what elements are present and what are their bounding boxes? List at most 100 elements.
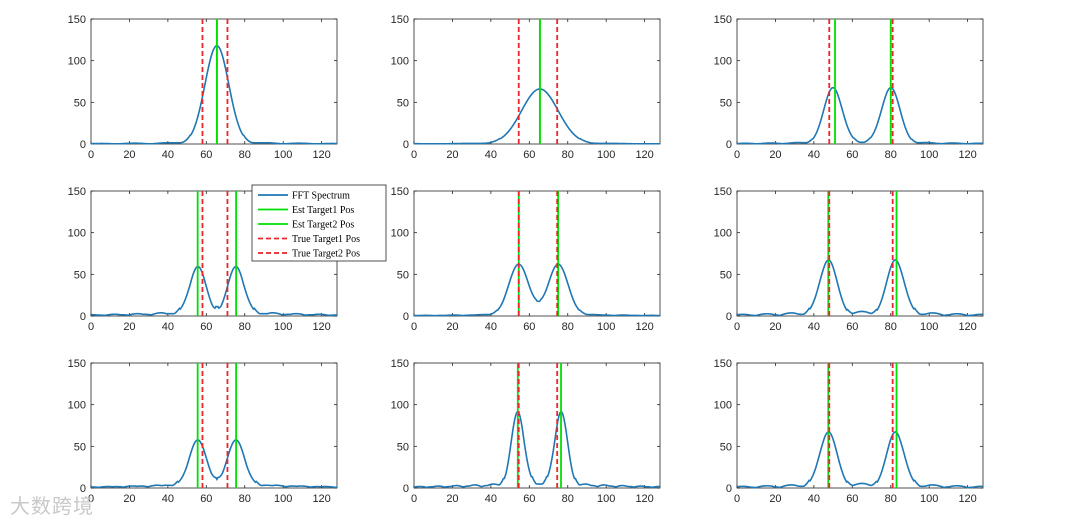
x-tick-label: 20 [769,321,781,333]
fft-spectrum-line [413,410,661,489]
y-tick-label: 50 [397,441,409,453]
x-tick-label: 40 [162,321,174,333]
subplot-9: 0 20 40 60 80 100 120 0 50 100 150 [714,358,984,505]
fft-spectrum-line [736,431,984,489]
y-tick-label: 0 [80,311,86,323]
x-tick-label: 120 [312,493,330,505]
y-tick-label: 100 [714,228,732,240]
y-tick-label: 50 [74,97,86,109]
legend-box [251,184,387,262]
y-tick-label: 50 [397,97,409,109]
subplot-6: 0 20 40 60 80 100 120 0 50 100 150 [714,186,984,333]
x-tick-label: 60 [846,321,858,333]
x-tick-label: 120 [958,321,976,333]
x-tick-label: 60 [846,493,858,505]
x-tick-label: 80 [239,149,251,161]
y-tick-label: 0 [403,311,409,323]
x-tick-label: 120 [635,493,653,505]
x-tick-label: 80 [562,321,574,333]
x-tick-label: 80 [562,149,574,161]
y-tick-label: 0 [80,483,86,495]
legend: FFT Spectrum Est Target1 Pos Est Target2 P… [251,184,387,262]
x-tick-label: 0 [88,493,94,505]
x-tick-label: 0 [411,149,417,161]
fft-spectrum-line [91,265,338,317]
subplot-8: 0 20 40 60 80 100 120 0 50 100 150 [391,358,661,505]
subplot-7: 0 20 40 60 80 100 120 0 50 100 150 [68,358,338,505]
y-tick-label: 50 [74,269,86,281]
x-tick-label: 40 [485,493,497,505]
x-tick-label: 0 [88,321,94,333]
y-tick-label: 50 [720,441,732,453]
x-tick-label: 20 [769,149,781,161]
x-tick-label: 100 [920,493,938,505]
fft-spectrum-line [90,44,338,145]
fft-spectrum-line [414,88,660,145]
x-tick-label: 40 [808,321,820,333]
y-tick-label: 150 [68,186,86,198]
axes-box [736,190,984,317]
x-tick-label: 100 [597,321,615,333]
x-tick-label: 80 [239,493,251,505]
y-tick-label: 150 [68,358,86,370]
axes-box [90,362,338,489]
legend-label-2: Est Target1 Pos [292,205,354,216]
x-tick-label: 120 [312,321,330,333]
fft-spectrum-line [736,86,984,145]
x-tick-label: 100 [920,149,938,161]
legend-label-4: True Target1 Pos [292,234,360,245]
x-tick-label: 40 [162,493,174,505]
y-tick-label: 0 [726,139,732,151]
legend-label-1: FFT Spectrum [292,191,350,202]
y-tick-label: 0 [80,139,86,151]
y-tick-label: 100 [68,228,86,240]
x-tick-label: 60 [200,149,212,161]
subplot-2: 0 20 40 60 80 100 120 0 50 100 150 [391,14,661,161]
x-tick-label: 100 [274,493,292,505]
x-tick-label: 80 [885,149,897,161]
subplot-5: 0 20 40 60 80 100 120 0 50 100 150 [391,186,661,333]
axes-box [413,190,661,317]
y-tick-label: 150 [391,186,409,198]
x-tick-label: 120 [958,493,976,505]
x-tick-label: 40 [808,493,820,505]
x-tick-label: 20 [446,321,458,333]
y-tick-label: 0 [726,483,732,495]
x-tick-label: 0 [411,321,417,333]
x-tick-label: 120 [312,149,330,161]
x-tick-label: 100 [274,149,292,161]
x-tick-label: 40 [808,149,820,161]
y-tick-label: 100 [68,400,86,412]
x-tick-label: 80 [239,321,251,333]
x-tick-label: 40 [485,321,497,333]
x-tick-label: 20 [446,493,458,505]
y-tick-label: 0 [403,139,409,151]
fft-spectrum-line [90,439,338,489]
subplot-1: 0 20 40 60 80 100 120 0 50 100 150 [68,14,338,161]
y-tick-label: 150 [714,186,732,198]
y-tick-label: 150 [391,358,409,370]
x-tick-label: 20 [446,149,458,161]
subplot-3: 0 20 40 60 80 100 120 0 50 100 150 [714,14,984,161]
x-tick-label: 40 [485,149,497,161]
x-tick-label: 20 [123,321,135,333]
fft-spectrum-line [413,263,661,317]
x-tick-label: 100 [920,321,938,333]
axes-box [413,362,661,489]
y-tick-label: 0 [403,483,409,495]
x-tick-label: 20 [769,493,781,505]
x-tick-label: 60 [523,149,535,161]
y-tick-label: 50 [397,269,409,281]
legend-label-5: True Target2 Pos [292,249,360,260]
x-tick-label: 60 [200,493,212,505]
x-tick-label: 20 [123,493,135,505]
x-tick-label: 80 [885,493,897,505]
watermark-logo: 大数跨境 [10,494,94,518]
x-tick-label: 60 [846,149,858,161]
axes-box [736,362,984,489]
x-tick-label: 120 [958,149,976,161]
y-tick-label: 100 [714,400,732,412]
x-tick-label: 0 [734,493,740,505]
x-tick-label: 100 [597,149,615,161]
y-tick-label: 50 [74,441,86,453]
